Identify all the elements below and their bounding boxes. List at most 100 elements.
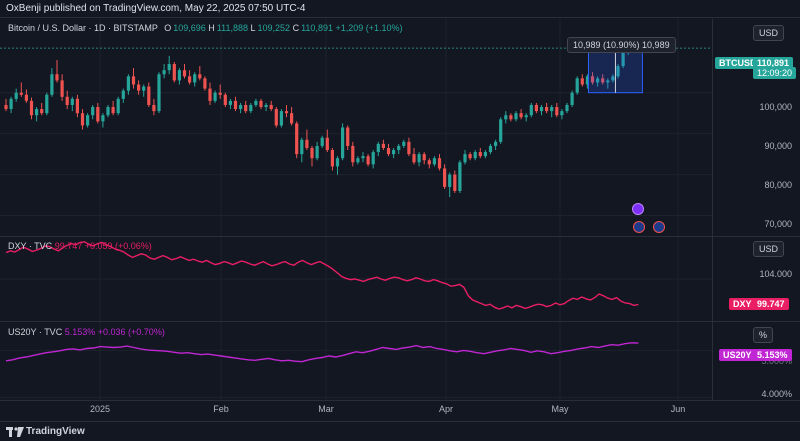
us20y-y-tick: 5.000% <box>761 356 792 366</box>
btc-open: 109,696 <box>173 23 206 33</box>
candle <box>524 115 528 118</box>
us20y-pane[interactable] <box>0 322 712 400</box>
candle <box>519 113 523 118</box>
us20y-value: 5.153% <box>64 327 96 337</box>
candle <box>539 107 544 112</box>
candle <box>142 86 146 91</box>
candle <box>504 115 508 120</box>
candle <box>392 150 396 155</box>
candle <box>463 154 467 163</box>
btc-symbol-badge: BTCUSD <box>715 57 761 69</box>
btc-high-label: H <box>208 23 215 33</box>
candle <box>167 64 171 71</box>
candle <box>397 145 401 151</box>
candle <box>203 78 207 89</box>
candle <box>427 160 431 165</box>
candle <box>239 104 243 110</box>
btc-low-label: L <box>250 23 256 33</box>
candle <box>366 156 370 165</box>
candle <box>580 78 584 85</box>
candle <box>468 154 472 159</box>
dxy-pane[interactable] <box>0 237 712 321</box>
candle <box>29 100 34 116</box>
candle <box>550 107 554 112</box>
candle <box>570 92 574 105</box>
btc-y-tick: 80,000 <box>764 180 792 190</box>
candle <box>147 86 151 105</box>
us20y-series-line <box>5 342 639 363</box>
x-tick: May <box>551 404 569 414</box>
candle <box>45 94 49 114</box>
candle <box>371 152 375 165</box>
candle <box>4 104 8 110</box>
btc-y-tick: 70,000 <box>764 219 792 229</box>
us-flag-event-icon[interactable] <box>633 221 645 233</box>
time-axis[interactable]: 2025 Feb Mar Apr May Jun <box>0 401 800 421</box>
us-flag-event-icon[interactable] <box>653 221 665 233</box>
candle <box>218 92 222 95</box>
time-axis-separator <box>0 400 800 401</box>
candle <box>121 90 125 99</box>
candle <box>417 154 421 163</box>
us20y-y-tick: 4.000% <box>761 389 792 399</box>
candle <box>381 143 385 148</box>
candle <box>188 76 192 83</box>
candle <box>560 111 564 116</box>
us20y-unit-button[interactable]: % <box>753 327 774 343</box>
candle <box>320 137 324 146</box>
candle <box>376 143 380 153</box>
candle <box>228 100 232 105</box>
btc-last-price: 110,891 <box>753 57 794 69</box>
candle <box>534 104 538 112</box>
btc-currency-button[interactable]: USD <box>753 25 785 41</box>
btc-symbol-label: Bitcoin / U.S. Dollar · 1D · BITSTAMP <box>8 23 158 33</box>
candle <box>70 98 74 105</box>
candle <box>341 127 345 159</box>
us20y-price-axis[interactable]: % 5.000% 4.000% US20Y 5.153% <box>712 322 800 400</box>
candle <box>249 104 253 112</box>
btc-price-axis[interactable]: USD 100,000 90,000 80,000 70,000 BTCUSD … <box>712 19 800 236</box>
dxy-currency-button[interactable]: USD <box>753 241 785 257</box>
x-tick: 2025 <box>89 404 111 414</box>
candle <box>131 76 136 85</box>
us20y-symbol-label: US20Y · TVC <box>8 327 63 337</box>
candle <box>75 98 79 114</box>
dxy-symbol-label: DXY · TVC <box>8 241 53 251</box>
pane-separator[interactable] <box>0 321 800 322</box>
candle <box>473 152 477 159</box>
candle <box>244 104 248 112</box>
candle <box>432 158 436 165</box>
candle <box>177 70 181 81</box>
crypto-event-icon[interactable] <box>632 203 644 215</box>
candle <box>499 119 503 142</box>
candle <box>55 74 59 81</box>
dxy-legend: DXY · TVC 99.747 +0.059 (+0.06%) <box>8 241 152 251</box>
footer-brand: TradingView <box>26 426 85 437</box>
candle <box>106 107 110 116</box>
x-tick: Jun <box>670 404 686 414</box>
btc-low: 109,252 <box>257 23 291 33</box>
candle <box>157 74 161 112</box>
pane-separator[interactable] <box>0 236 800 237</box>
candle <box>269 104 273 110</box>
candle <box>412 154 416 163</box>
candle <box>545 107 549 112</box>
candle <box>86 115 90 126</box>
candle <box>402 141 406 146</box>
candle <box>478 152 482 157</box>
dxy-symbol-badge: DXY <box>729 298 756 310</box>
dxy-price-axis[interactable]: USD 104.000 DXY 99.747 <box>712 237 800 321</box>
dxy-value: 99.747 <box>54 241 83 251</box>
candle <box>182 70 187 77</box>
candle <box>60 80 64 97</box>
candle <box>223 94 227 105</box>
candle <box>101 115 105 122</box>
candle <box>111 107 115 114</box>
us20y-line-chart[interactable] <box>0 322 712 400</box>
btc-open-label: O <box>164 23 172 33</box>
dxy-line-chart[interactable] <box>0 237 712 321</box>
candle <box>356 158 360 163</box>
candle <box>325 137 329 151</box>
candle <box>152 104 156 112</box>
candle <box>19 92 23 95</box>
